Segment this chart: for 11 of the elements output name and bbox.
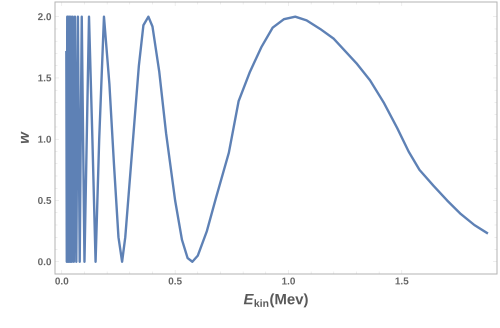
- x-tick-label: 1.0: [282, 278, 295, 285]
- y-tick-label: 1.5: [38, 74, 52, 82]
- y-tick-label: 0.5: [38, 196, 52, 204]
- x-tick-label: 1.5: [396, 278, 408, 284]
- x-axis-title: E$_{kin}$(Mev): [244, 293, 308, 308]
- y-tick-label: 0.0: [38, 258, 52, 266]
- x-tick-label: 0.5: [168, 278, 182, 285]
- y-tick-label: 1.0: [38, 136, 52, 143]
- y-axis-title: w: [20, 131, 29, 144]
- y-tick-label: 2.0: [38, 13, 52, 20]
- x-tick-label: 0.0: [55, 278, 68, 285]
